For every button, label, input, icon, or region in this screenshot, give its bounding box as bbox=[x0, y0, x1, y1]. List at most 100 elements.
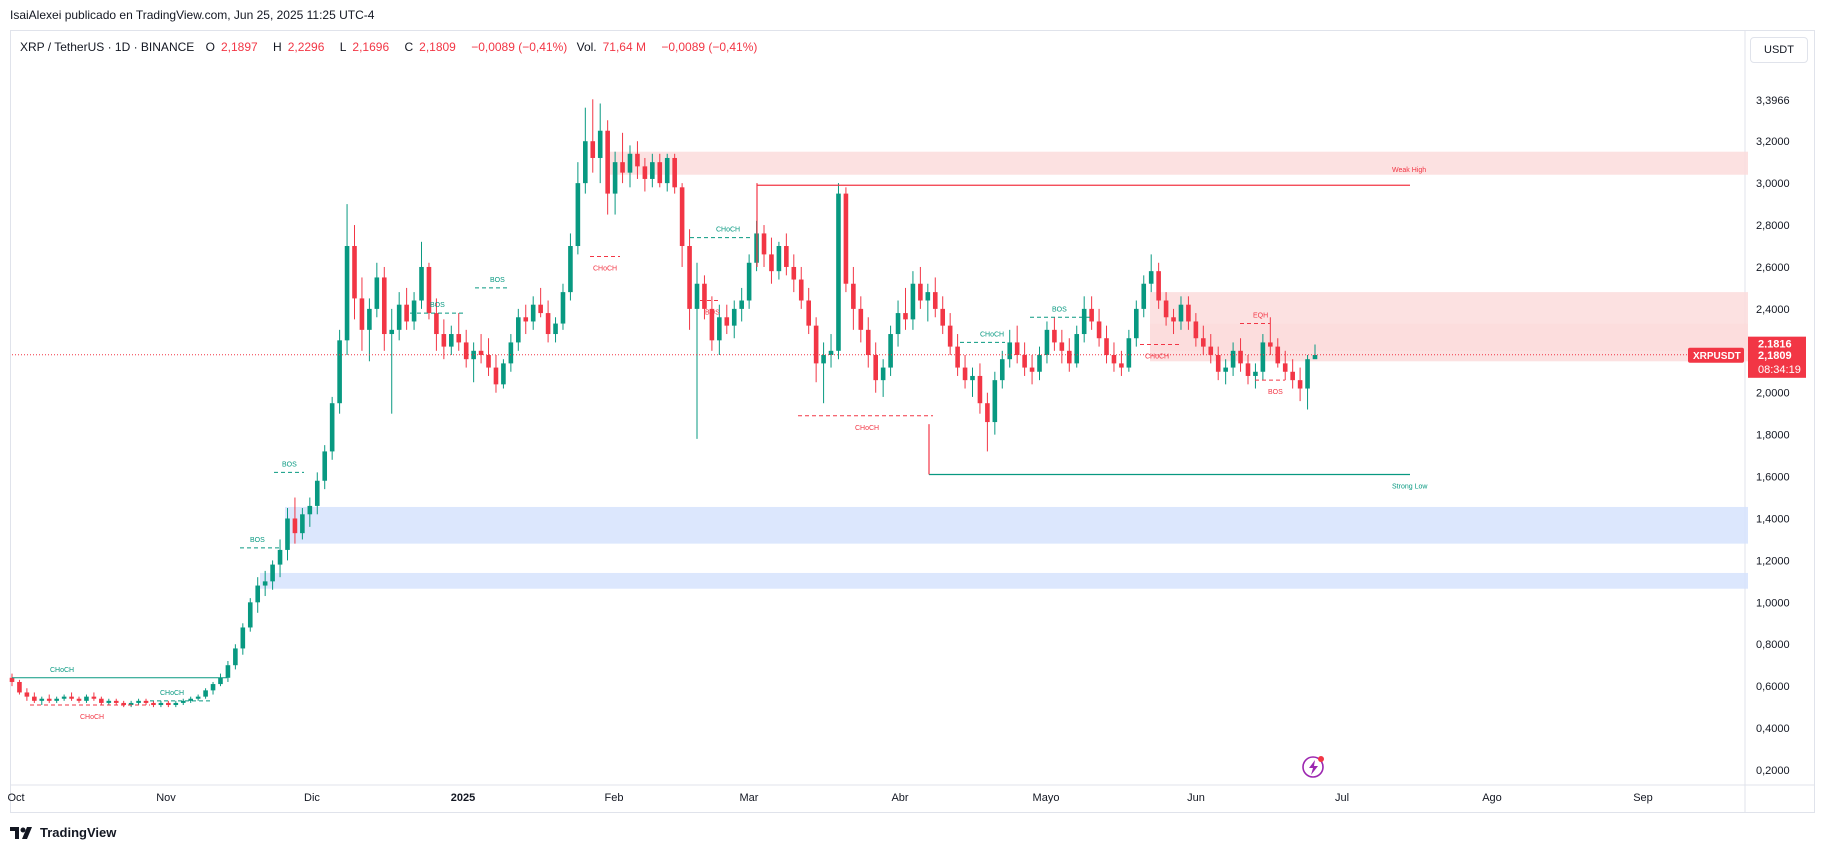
symbol-label[interactable]: XRP / TetherUS · 1D · BINANCE bbox=[20, 40, 195, 54]
volume-change-value: −0,0089 (−0,41%) bbox=[661, 40, 758, 54]
structure-label: BOS bbox=[705, 310, 720, 317]
candle-body bbox=[1297, 380, 1303, 389]
y-tick-label: 1,4000 bbox=[1756, 513, 1790, 525]
y-tick-label: 2,6000 bbox=[1756, 262, 1790, 274]
candle-body bbox=[106, 700, 112, 703]
candle-body bbox=[374, 277, 380, 309]
candle-body bbox=[367, 308, 372, 330]
candle-body bbox=[560, 292, 566, 324]
publisher-line: IsaiAlexei publicado en TradingView.com,… bbox=[10, 8, 375, 22]
candle-body bbox=[1089, 308, 1094, 322]
tradingview-icon bbox=[10, 826, 32, 839]
candle-body bbox=[1134, 308, 1139, 339]
candle-body bbox=[620, 162, 625, 173]
x-tick-label: Dic bbox=[304, 792, 320, 804]
candle-body bbox=[121, 702, 126, 706]
candle-body bbox=[1059, 342, 1065, 351]
candle-body bbox=[180, 700, 186, 703]
candle-body bbox=[1215, 354, 1221, 372]
candle-body bbox=[1171, 317, 1176, 322]
candle-body bbox=[1037, 354, 1042, 372]
candle-body bbox=[501, 363, 506, 385]
candle-body bbox=[642, 166, 648, 179]
candle-body bbox=[717, 317, 722, 341]
candle-body bbox=[962, 367, 968, 381]
structure-label: CHoCH bbox=[80, 714, 104, 721]
candle-body bbox=[1148, 271, 1154, 284]
structure-label: CHoCH bbox=[160, 690, 184, 697]
candle-body bbox=[702, 283, 707, 309]
candle-body bbox=[1238, 350, 1243, 364]
candle-body bbox=[999, 359, 1005, 381]
candle-body bbox=[1111, 354, 1117, 364]
candle-body bbox=[307, 505, 313, 515]
x-tick-label: Oct bbox=[7, 792, 24, 804]
tradingview-logo[interactable]: TradingView bbox=[10, 825, 116, 840]
zone-supply-inner bbox=[1150, 323, 1748, 351]
currency-button[interactable]: USDT bbox=[1750, 37, 1808, 63]
candle-body bbox=[1141, 283, 1147, 309]
y-tick-label: 1,8000 bbox=[1756, 430, 1790, 442]
candle-body bbox=[17, 681, 22, 693]
x-tick-label: 2025 bbox=[451, 792, 475, 804]
open-value: O 2,1897 bbox=[205, 40, 258, 54]
x-tick-label: Ago bbox=[1482, 792, 1502, 804]
candle-body bbox=[1230, 350, 1236, 368]
candle-body bbox=[203, 690, 208, 697]
candle-body bbox=[1022, 354, 1027, 368]
candle-body bbox=[270, 564, 275, 582]
candle-body bbox=[635, 153, 640, 167]
x-tick-label: Feb bbox=[605, 792, 624, 804]
candle-body bbox=[865, 329, 871, 355]
candle-body bbox=[828, 350, 834, 355]
candle-body bbox=[1223, 367, 1228, 372]
candle-body bbox=[54, 698, 59, 701]
candle-body bbox=[61, 696, 67, 699]
y-tick-label: 0,4000 bbox=[1756, 723, 1790, 735]
candle-body bbox=[1163, 300, 1169, 318]
strong-low-label: Strong Low bbox=[1392, 483, 1428, 490]
candle-body bbox=[806, 300, 811, 326]
symbol-tag-label: XRPUSDT bbox=[1693, 351, 1741, 362]
zone-supply-0 bbox=[607, 151, 1748, 175]
high-value: H 2,2296 bbox=[273, 40, 325, 54]
candle-body bbox=[910, 283, 916, 320]
y-tick-label: 0,6000 bbox=[1756, 681, 1790, 693]
candle-body bbox=[687, 246, 692, 309]
candle-body bbox=[76, 698, 82, 701]
x-tick-label: Jul bbox=[1335, 792, 1349, 804]
structure-label: BOS bbox=[490, 277, 505, 284]
candle-body bbox=[516, 317, 521, 343]
candle-body bbox=[359, 298, 365, 330]
candle-body bbox=[888, 334, 893, 368]
candle-body bbox=[1119, 363, 1124, 368]
structure-label: EQH bbox=[1253, 313, 1268, 320]
candle-body bbox=[24, 692, 30, 697]
candle-body bbox=[739, 300, 744, 309]
candle-body bbox=[1208, 346, 1214, 355]
candle-body bbox=[300, 514, 305, 534]
candle-body bbox=[478, 350, 484, 355]
candle-body bbox=[880, 367, 886, 381]
candle-body bbox=[344, 246, 350, 341]
y-tick-label: 1,6000 bbox=[1756, 472, 1790, 484]
x-tick-label: Abr bbox=[891, 792, 908, 804]
y-tick-label: 1,2000 bbox=[1756, 555, 1790, 567]
candle-body bbox=[776, 246, 782, 272]
candle-body bbox=[69, 696, 74, 699]
x-tick-label: Mar bbox=[740, 792, 759, 804]
candle-body bbox=[32, 696, 37, 701]
candle-body bbox=[1260, 342, 1266, 372]
low-value: L 2,1696 bbox=[339, 40, 390, 54]
candle-body bbox=[486, 354, 491, 368]
structure-label: BOS bbox=[1052, 306, 1067, 313]
weak-high-label: Weak High bbox=[1392, 167, 1426, 174]
candle-body bbox=[612, 162, 618, 194]
candle-body bbox=[1282, 363, 1288, 372]
candle-body bbox=[731, 308, 737, 326]
candle-body bbox=[277, 549, 283, 565]
chart-frame bbox=[10, 30, 1815, 813]
candle-body bbox=[419, 266, 424, 301]
structure-label: BOS bbox=[250, 537, 265, 544]
